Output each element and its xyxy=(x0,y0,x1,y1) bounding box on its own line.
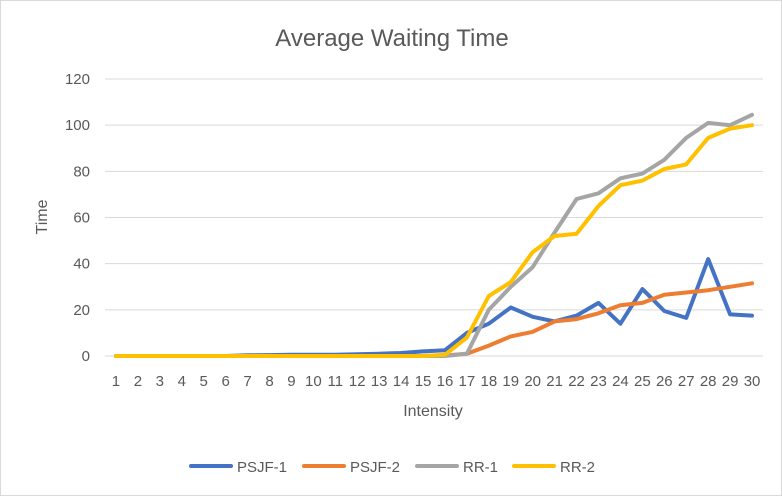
x-tick-label: 2 xyxy=(134,373,142,390)
y-axis-ticks: 0 20 40 60 80 100 120 xyxy=(65,71,90,365)
x-tick-label: 28 xyxy=(700,373,717,390)
plot-series xyxy=(114,112,754,358)
x-tick-label: 1 xyxy=(112,373,120,390)
legend-label-rr-2: RR-2 xyxy=(560,459,595,476)
x-tick-label: 18 xyxy=(480,373,497,390)
y-tick-label: 100 xyxy=(65,117,90,134)
x-tick-label: 22 xyxy=(568,373,585,390)
x-axis-ticks: 1 2 3 4 5 6 7 8 9 10 11 12 13 14 15 16 17 18 19 20 21 22 23 24 2… xyxy=(112,373,761,390)
series-line-rr-1 xyxy=(114,112,754,358)
x-tick-label: 21 xyxy=(546,373,563,390)
x-tick-label: 26 xyxy=(656,373,673,390)
y-tick-label: 20 xyxy=(73,302,90,319)
x-tick-label: 5 xyxy=(200,373,208,390)
series-line-psjf-1 xyxy=(114,257,754,358)
x-tick-label: 11 xyxy=(328,373,344,390)
x-tick-label: 25 xyxy=(634,373,651,390)
x-tick-label: 13 xyxy=(371,373,388,390)
x-tick-label: 3 xyxy=(156,373,164,390)
legend-label-rr-1: RR-1 xyxy=(463,459,498,476)
x-tick-label: 12 xyxy=(349,373,366,390)
legend: PSJF-1 PSJF-2 RR-1 RR-2 xyxy=(189,459,595,476)
y-tick-label: 40 xyxy=(73,256,90,273)
x-tick-label: 8 xyxy=(265,373,273,390)
x-tick-label: 4 xyxy=(178,373,186,390)
x-tick-label: 23 xyxy=(590,373,607,390)
x-tick-label: 14 xyxy=(393,373,410,390)
x-tick-label: 9 xyxy=(287,373,295,390)
x-tick-label: 19 xyxy=(502,373,519,390)
x-tick-label: 20 xyxy=(524,373,541,390)
x-tick-label: 7 xyxy=(243,373,251,390)
x-tick-label: 24 xyxy=(612,373,629,390)
x-tick-label: 17 xyxy=(459,373,476,390)
x-tick-label: 27 xyxy=(678,373,695,390)
legend-label-psjf-1: PSJF-1 xyxy=(237,459,287,476)
chart-title: Average Waiting Time xyxy=(275,25,508,52)
series-line-rr-2 xyxy=(114,123,754,358)
gridlines xyxy=(105,78,763,357)
y-tick-label: 60 xyxy=(73,210,90,227)
x-tick-label: 29 xyxy=(722,373,739,390)
legend-label-psjf-2: PSJF-2 xyxy=(350,459,400,476)
x-tick-label: 6 xyxy=(221,373,229,390)
series-line-psjf-2 xyxy=(114,281,754,358)
x-axis-title: Intensity xyxy=(403,403,463,420)
y-axis-title: Time xyxy=(34,199,51,234)
y-tick-label: 0 xyxy=(82,348,90,365)
x-tick-label: 30 xyxy=(744,373,761,390)
y-tick-label: 80 xyxy=(73,163,90,180)
x-tick-label: 10 xyxy=(305,373,322,390)
x-tick-label: 16 xyxy=(437,373,454,390)
y-tick-label: 120 xyxy=(65,71,90,88)
x-tick-label: 15 xyxy=(415,373,432,390)
